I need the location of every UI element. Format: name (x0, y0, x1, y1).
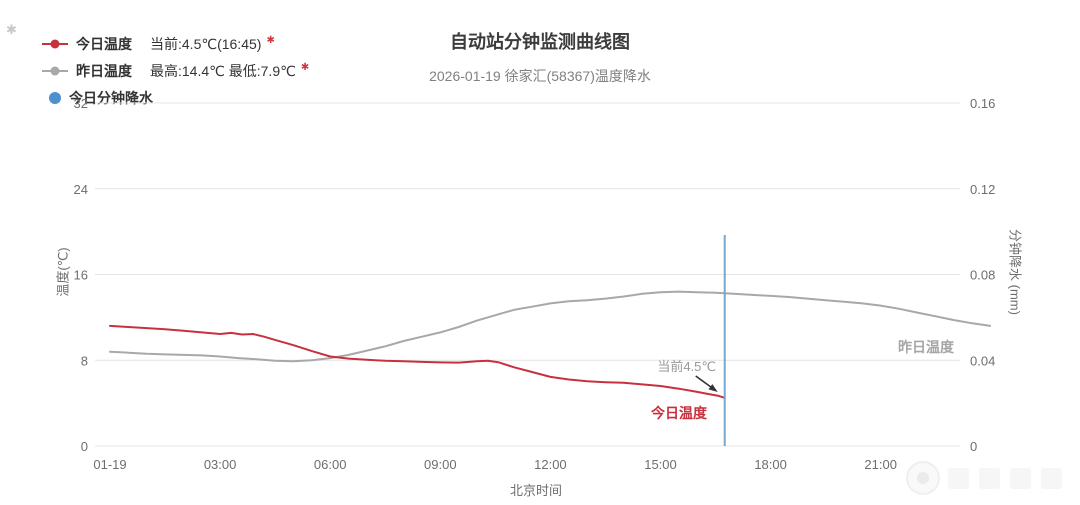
y-left-tick-label: 32 (74, 96, 88, 111)
watermark-logo-icon (906, 461, 940, 495)
legend-item-yesterday-temp[interactable]: 昨日温度 最高:14.4℃ 最低:7.9℃ ✱ (42, 57, 309, 84)
legend-label-today-precip: 今日分钟降水 (69, 89, 153, 106)
yesterday-temp-max-min: 最高:14.4℃ 最低:7.9℃ (150, 62, 296, 79)
footnote-asterisk-icon: ✱ (266, 35, 275, 46)
x-tick-label: 18:00 (754, 457, 787, 472)
series-line-yesterday-temp[interactable] (109, 290, 992, 363)
y-left-tick-label: 24 (74, 182, 88, 197)
annotation-arrow (695, 375, 713, 389)
watermark-glyph (977, 465, 1002, 491)
legend-label-yesterday-temp: 昨日温度 (76, 62, 132, 79)
y-right-tick-label: 0.04 (970, 353, 995, 368)
today-temp-current-value: 当前:4.5℃(16:45) (150, 35, 262, 52)
yesterday-temp-series-end-label: 昨日温度 (898, 339, 954, 355)
current-value-annotation: 当前4.5℃ (657, 359, 716, 374)
y-left-tick-label: 16 (74, 268, 88, 283)
series-line-today-temp[interactable] (109, 324, 726, 399)
legend-label-today-temp: 今日温度 (76, 35, 132, 52)
watermark-glyph (1008, 465, 1033, 491)
y-axis-right-name: 分钟降水 (mm) (1007, 229, 1023, 315)
chart-title: 自动站分钟监测曲线图 (450, 32, 630, 52)
y-axis-left-name: 温度(℃) (55, 247, 71, 297)
legend: 今日温度 当前:4.5℃(16:45) ✱ 昨日温度 最高:14.4℃ 最低:7… (42, 30, 309, 111)
y-left-tick-label: 8 (81, 353, 88, 368)
today-temp-line-marker-icon (42, 39, 68, 48)
chart-subtitle: 2026-01-19 徐家汇(58367)温度降水 (429, 68, 651, 84)
y-right-tick-label: 0.12 (970, 182, 995, 197)
today-temp-series-end-label: 今日温度 (651, 405, 707, 421)
x-tick-label: 01-19 (93, 457, 126, 472)
x-tick-label: 21:00 (864, 457, 897, 472)
legend-item-today-precip[interactable]: 今日分钟降水 (42, 84, 309, 111)
watermark (906, 461, 1064, 495)
x-tick-label: 06:00 (314, 457, 347, 472)
y-right-tick-label: 0.08 (970, 268, 995, 283)
x-tick-label: 15:00 (644, 457, 677, 472)
corner-icon: ✱ (6, 22, 17, 37)
watermark-glyph (1039, 465, 1064, 491)
y-left-tick-label: 0 (81, 439, 88, 454)
y-right-tick-label: 0.16 (970, 96, 995, 111)
footnote-asterisk-icon: ✱ (300, 62, 310, 73)
x-tick-label: 03:00 (204, 457, 237, 472)
annotation-arrowhead-icon (708, 384, 718, 392)
legend-item-today-temp[interactable]: 今日温度 当前:4.5℃(16:45) ✱ (42, 30, 309, 57)
yesterday-temp-line-marker-icon (42, 66, 68, 75)
watermark-glyph (946, 465, 971, 491)
today-precip-dot-marker-icon (49, 91, 61, 104)
x-tick-label: 12:00 (534, 457, 567, 472)
x-tick-label: 09:00 (424, 457, 457, 472)
y-right-tick-label: 0 (970, 439, 977, 454)
x-axis-name: 北京时间 (509, 483, 562, 498)
